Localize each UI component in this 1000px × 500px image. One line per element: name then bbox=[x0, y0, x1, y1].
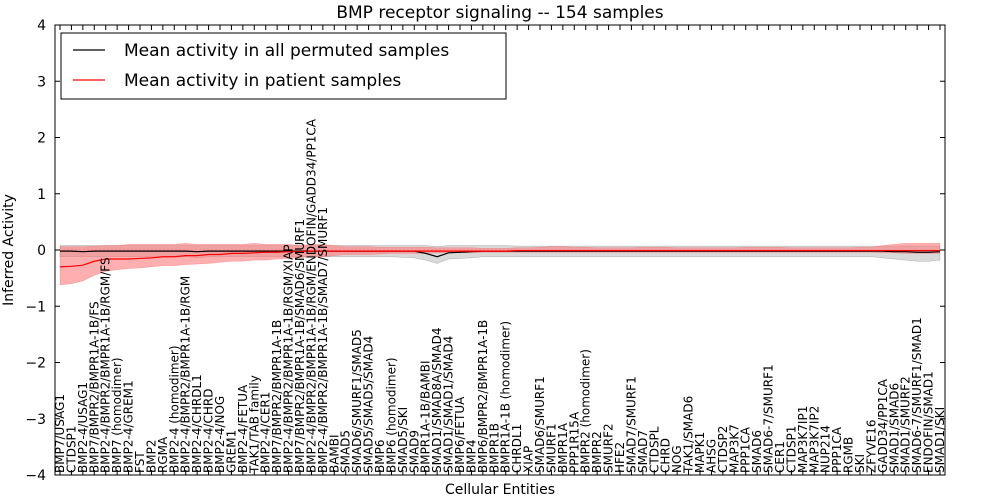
x-tick-label: BMP2-4/CHRD bbox=[202, 389, 216, 473]
x-tick-label: SMAD5/SMAD5/SMAD4 bbox=[362, 336, 376, 473]
x-tick-label: SMAD5 bbox=[339, 430, 353, 473]
x-tick-label: SMAD1/SMAD1/SMAD4 bbox=[442, 336, 456, 473]
x-tick-label: TAK1/TAB family bbox=[247, 375, 261, 474]
legend-box bbox=[60, 32, 507, 100]
x-tick-label: MAP3K7IP2 bbox=[807, 406, 821, 473]
x-tick-label: XIAP bbox=[522, 446, 536, 473]
y-tick-label: −4 bbox=[25, 468, 46, 484]
x-tick-label: BMP7/BMPR2/BMPR1A-1B/SMAD6/SMURF1 bbox=[293, 219, 307, 473]
x-tick-label: BMP2-4/BMPR2/BMPR1A-1B/RGM/FS bbox=[99, 257, 113, 473]
x-tick-label: BMP2-4/GREM1 bbox=[122, 380, 136, 473]
x-tick-label: BMPR1A-1B/BAMBI bbox=[419, 360, 433, 473]
x-tick-label: ENDOFIN/SMAD1 bbox=[922, 371, 936, 473]
x-tick-label: BMP2-4/USAG1 bbox=[76, 382, 90, 473]
x-tick-label: SMAD1/SKI bbox=[933, 407, 947, 473]
y-tick-label: 2 bbox=[37, 131, 46, 147]
x-tick-label: SMAD6/SMURF1/SMAD5 bbox=[350, 329, 364, 473]
x-tick-label: PPP1R15A bbox=[567, 411, 581, 473]
x-tick-label: BMP2-4/NOG bbox=[213, 396, 227, 473]
x-tick-label: SMAD9 bbox=[407, 430, 421, 473]
x-tick-label: SMAD6/SMURF1 bbox=[533, 376, 547, 473]
x-tick-label: CTDSP1 bbox=[64, 426, 78, 473]
x-tick-label: TAK1/SMAD6 bbox=[682, 396, 696, 474]
x-tick-label: BMP7/USAG1 bbox=[53, 394, 67, 473]
x-tick-label: BMP2-4/CHRDL1 bbox=[190, 374, 204, 473]
x-tick-label: MAP3K7 bbox=[727, 424, 741, 473]
x-tick-label: SMAD1/SMAD8A/SMAD4 bbox=[430, 328, 444, 473]
x-tick-label: BMP2 bbox=[144, 440, 158, 473]
x-tick-label: BMP6/FETUA bbox=[453, 396, 467, 473]
x-tick-label: SMAD7/SMURF1 bbox=[624, 376, 638, 473]
plot-area: 43210−1−2−3−4BMP7/USAG1CTDSP1BMP2-4/USAG… bbox=[25, 18, 947, 484]
y-tick-label: 4 bbox=[37, 18, 46, 34]
x-tick-label: NOG bbox=[670, 445, 684, 473]
x-tick-label: SMURF2 bbox=[602, 423, 616, 473]
x-tick-label: BMPR2 bbox=[590, 431, 604, 473]
x-tick-label: BMP6 (homodimer) bbox=[384, 357, 398, 473]
x-tick-label: BMP2-4/BMPR2/BMPR1A-1B/RGM bbox=[179, 276, 193, 473]
x-axis-label: Cellular Entities bbox=[445, 482, 555, 498]
x-tick-label: BMP2-4 (homodimer) bbox=[167, 345, 181, 473]
x-tick-label: BMP4 bbox=[464, 440, 478, 473]
chart-title: BMP receptor signaling -- 154 samples bbox=[336, 3, 663, 23]
x-tick-label: SMAD6-7/SMURF1/SMAD1 bbox=[910, 317, 924, 473]
x-tick-label: BMPR1A-1B (homodimer) bbox=[499, 321, 513, 473]
x-tick-label: AHSG bbox=[704, 439, 718, 473]
x-tick-label: SMAD7 bbox=[636, 430, 650, 473]
x-tick-label: BMP2-4/CER1 bbox=[259, 392, 273, 473]
x-tick-label: ZFYVE16 bbox=[864, 419, 878, 473]
x-tick-label: BMP2-4/BMPR2/BMPR1A-1B/SMAD7/SMURF1 bbox=[316, 207, 330, 473]
x-tick-label: BMP2-4/BMPR2/BMPR1A-1B/RGM/ENDOFIN/GADD3… bbox=[304, 118, 318, 473]
x-tick-label: GADD34/PP1CA bbox=[876, 378, 890, 473]
x-tick-label: BMP7/BMPR2/BMPR1A-1B bbox=[270, 320, 284, 473]
legend: Mean activity in all permuted samples Mea… bbox=[60, 32, 507, 100]
y-axis-label: Inferred Activity bbox=[1, 194, 17, 306]
y-tick-label: 0 bbox=[37, 243, 46, 259]
x-tick-label: NUP214 bbox=[819, 425, 833, 473]
x-tick-label: BMP7/BMPR2/BMPR1A-1B/FS bbox=[87, 301, 101, 473]
y-tick-label: −1 bbox=[25, 299, 46, 315]
x-tick-label: SMAD1/SMAD6 bbox=[887, 383, 901, 473]
x-tick-label: CTDSP1 bbox=[784, 426, 798, 473]
x-tick-label: SMAD6 bbox=[750, 430, 764, 473]
x-tick-label: FST bbox=[133, 451, 147, 473]
x-tick-label: MAPK1 bbox=[693, 432, 707, 473]
legend-label-1: Mean activity in all permuted samples bbox=[124, 41, 449, 61]
x-tick-label: HFE2 bbox=[613, 442, 627, 473]
x-tick-label: CTDSPL bbox=[647, 426, 661, 473]
y-tick-label: 3 bbox=[37, 74, 46, 90]
y-tick-label: −3 bbox=[25, 412, 46, 428]
x-tick-label: RGMB bbox=[842, 437, 856, 473]
x-tick-label: SMAD6-7/SMURF1 bbox=[762, 364, 776, 473]
legend-label-2: Mean activity in patient samples bbox=[124, 71, 401, 91]
series-line-2 bbox=[59, 249, 940, 268]
x-tick-label: GREM1 bbox=[224, 430, 238, 473]
x-tick-label: SMAD1/SMURF2 bbox=[899, 376, 913, 473]
x-tick-label: CTDSP2 bbox=[716, 426, 730, 473]
x-tick-label: BAMBI bbox=[327, 434, 341, 473]
x-tick-label: BMPR1A bbox=[556, 422, 570, 473]
x-tick-label: BMP2-4/FETUA bbox=[236, 384, 250, 473]
y-tick-label: 1 bbox=[37, 187, 46, 203]
x-tick-label: BMPR1B bbox=[487, 423, 501, 473]
x-tick-label: BMP6 bbox=[373, 440, 387, 473]
x-tick-label: PPP1CA bbox=[739, 426, 753, 473]
y-tick-label: −2 bbox=[25, 356, 46, 372]
series-band-2 bbox=[59, 242, 941, 286]
x-tick-label: MAP3K7IP1 bbox=[796, 406, 810, 473]
x-tick-label: SMURF1 bbox=[544, 423, 558, 473]
x-tick-label: PPP1CA bbox=[830, 426, 844, 473]
x-tick-label: BMP7 (homodimer) bbox=[110, 357, 124, 473]
x-tick-label: CHRD bbox=[659, 438, 673, 473]
x-tick-label: CHRDL1 bbox=[510, 424, 524, 473]
x-tick-label: RGMA bbox=[156, 436, 170, 473]
x-tick-label: SMAD5/SKI bbox=[396, 407, 410, 473]
x-tick-label: SKI bbox=[853, 454, 867, 473]
x-tick-label: BMP6/BMPR2/BMPR1A-1B bbox=[476, 320, 490, 473]
x-tick-label: BMP2-4/BMPR2/BMPR1A-1B/RGM/XIAP bbox=[282, 244, 296, 473]
x-tick-label: BMPR2 (homodimer) bbox=[579, 349, 593, 473]
x-tick-label: CER1 bbox=[773, 441, 787, 473]
